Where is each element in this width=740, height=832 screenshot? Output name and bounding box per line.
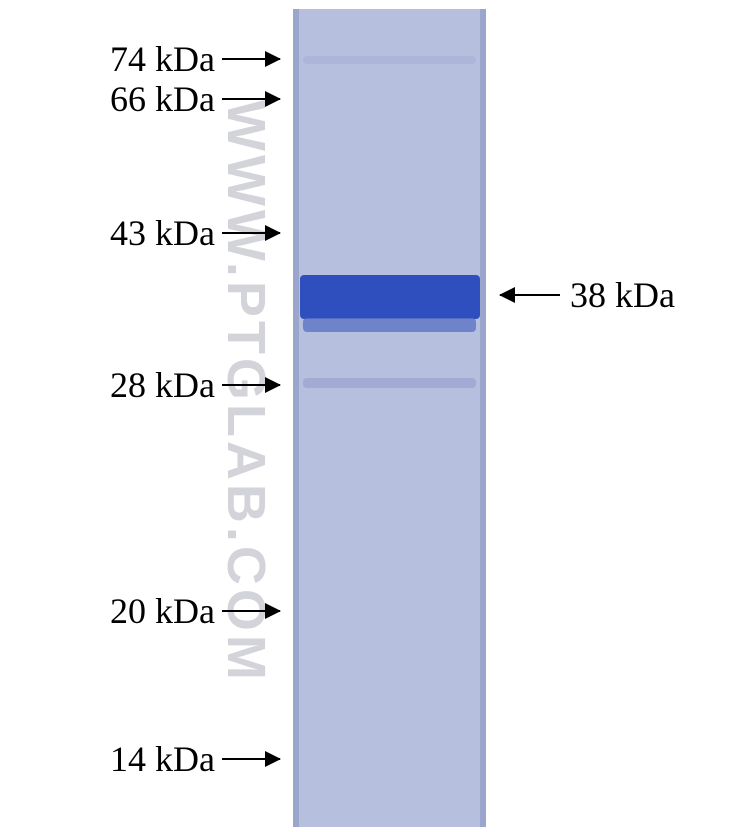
gel-lane: [293, 9, 486, 827]
marker-arrow-28: [222, 384, 280, 386]
gel-lane-right-edge: [480, 9, 486, 827]
marker-label-43: 43 kDa: [110, 212, 215, 254]
marker-arrow-43: [222, 232, 280, 234]
marker-label-14: 14 kDa: [110, 738, 215, 780]
band-sub-below-38: [303, 318, 476, 332]
marker-label-28: 28 kDa: [110, 364, 215, 406]
marker-arrow-74: [222, 58, 280, 60]
marker-label-74: 74 kDa: [110, 38, 215, 80]
band-faint-28: [303, 378, 476, 388]
result-arrow-38: [500, 294, 560, 296]
marker-arrow-66: [222, 98, 280, 100]
marker-label-66: 66 kDa: [110, 78, 215, 120]
band-faint-74: [303, 56, 476, 64]
marker-arrow-20: [222, 610, 280, 612]
marker-label-20: 20 kDa: [110, 590, 215, 632]
result-label-38: 38 kDa: [570, 274, 675, 316]
marker-arrow-14: [222, 758, 280, 760]
gel-lane-left-edge: [293, 9, 299, 827]
band-main-38kda: [300, 275, 480, 319]
